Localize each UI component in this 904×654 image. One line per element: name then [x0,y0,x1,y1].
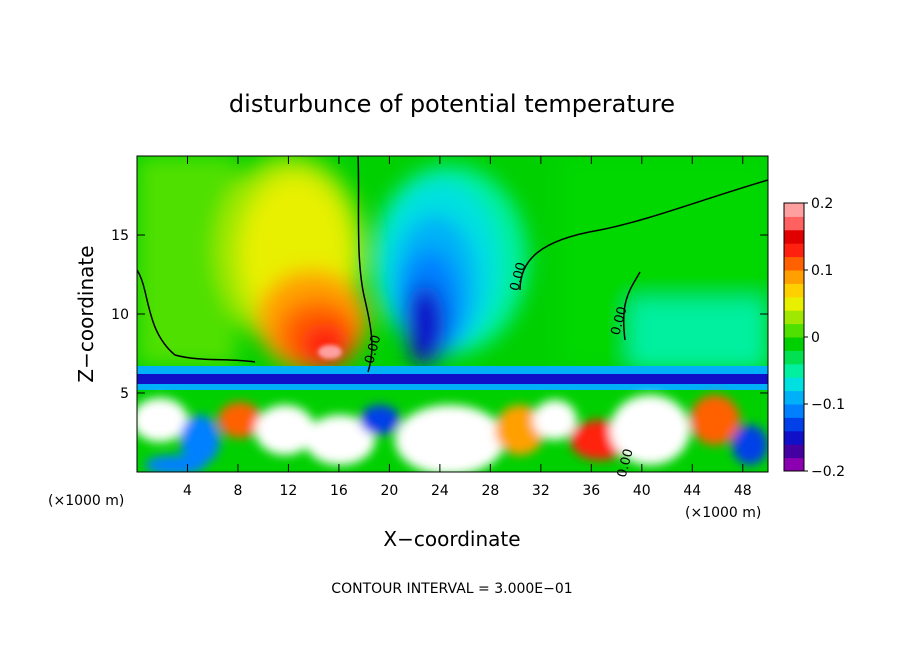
colorbar-tick-label: 0 [811,330,820,346]
x-tick-label: 12 [280,483,298,499]
colorbar-swatch [784,444,804,459]
y-axis: 5 10 15 [111,228,768,402]
upper-field [137,156,768,370]
y-axis-label: Z−coordinate [74,245,98,382]
contour-label: 0.00 [608,305,630,337]
x-tick-label: 48 [734,483,752,499]
contour-label: 0.00 [508,261,530,293]
colorbar-swatch [784,270,804,284]
x-unit-left: (×1000 m) [48,493,124,509]
x-unit-right: (×1000 m) [685,505,761,521]
chart-title: disturbunce of potential temperature [229,90,675,118]
colorbar [784,203,804,472]
x-tick-label: 28 [481,483,499,499]
contour-label: 0.00 [362,334,384,366]
x-tick-label: 24 [431,483,449,499]
contour-interval-note: CONTOUR INTERVAL = 3.000E−01 [331,581,572,597]
x-tick-label: 8 [233,483,242,499]
y-tick-label: 5 [120,386,129,402]
x-axis-label: X−coordinate [383,527,520,551]
y-tick-label: 15 [111,228,129,244]
contour-label: 0.00 [615,447,637,479]
x-tick-label: 44 [683,483,701,499]
colorbar-swatch [784,296,804,311]
colorbar-swatch [784,390,804,405]
colorbar-swatch [784,203,804,217]
colorbar-tick-label: −0.1 [811,397,845,413]
colorbar-swatch [784,363,804,378]
x-axis: 4 8 12 16 20 24 28 32 36 40 44 48 [183,156,752,499]
x-tick-label: 16 [330,483,348,499]
colorbar-swatch [784,216,804,231]
colorbar-tick-label: −0.2 [811,464,845,480]
colorbar-swatch [784,229,804,244]
zero-contours [137,156,768,373]
colorbar-swatch [784,310,804,325]
colorbar-swatch [784,377,804,392]
colorbar-swatch [784,404,804,418]
colorbar-swatch [784,350,804,365]
x-tick-label: 40 [633,483,651,499]
colorbar-tick-label: 0.1 [811,263,833,279]
x-tick-label: 20 [380,483,398,499]
colorbar-swatch [784,243,804,258]
colorbar-swatch [784,417,804,432]
colorbar-swatch [784,430,804,445]
colorbar-swatch [784,457,804,472]
colorbar-ticks: 0.2 0.1 0 −0.1 −0.2 [804,196,845,480]
colorbar-swatch [784,256,804,271]
contour-labels: 0.00 0.00 0.00 0.00 [362,261,636,479]
colorbar-swatch [784,337,804,351]
colorbar-tick-label: 0.2 [811,196,833,212]
lower-field [137,395,768,472]
colorbar-swatch [784,283,804,298]
x-tick-label: 32 [532,483,550,499]
plot-area [137,156,768,472]
x-tick-label: 36 [582,483,600,499]
y-tick-label: 10 [111,307,129,323]
x-tick-label: 4 [183,483,192,499]
colorbar-swatch [784,323,804,338]
